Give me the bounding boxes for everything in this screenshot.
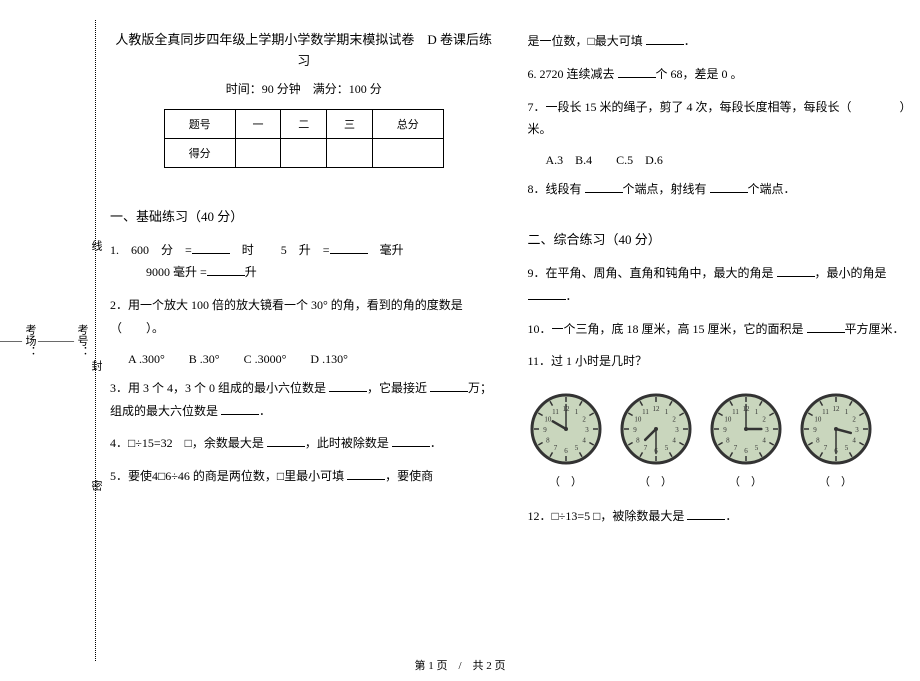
- svg-text:1: 1: [844, 408, 848, 416]
- section-1: 一、基础练习（40 分）: [110, 206, 498, 225]
- q10: 10．一个三角，底 18 厘米，高 15 厘米，它的面积是 平方厘米．: [528, 318, 916, 341]
- svg-text:1: 1: [754, 408, 758, 416]
- svg-text:8: 8: [726, 437, 730, 445]
- seal-xian: 线: [88, 240, 104, 251]
- svg-text:9: 9: [813, 426, 817, 434]
- page-content: 人教版全真同步四年级上学期小学数学期末模拟试卷 D 卷课后练习 时间：90 分钟…: [110, 30, 915, 651]
- svg-text:4: 4: [762, 437, 766, 445]
- th-num: 题号: [164, 109, 235, 138]
- q4: 4．□÷15=32 □，余数最大是 ，此时被除数是 ．: [110, 432, 498, 455]
- clock-face-icon: 121234567891011: [708, 391, 784, 467]
- q2-opts: A .300° B .30° C .3000° D .130°: [128, 350, 498, 367]
- binding-room: 考场：: [22, 324, 38, 357]
- seal-feng: 封: [88, 360, 104, 371]
- seal-mi: 密: [88, 480, 104, 491]
- svg-text:9: 9: [723, 426, 727, 434]
- q11: 11．过 1 小时是几时？: [528, 350, 916, 373]
- svg-text:11: 11: [552, 408, 559, 416]
- section-2: 二、综合练习（40 分）: [528, 229, 916, 248]
- right-column: 是一位数，□最大可填 ． 6. 2720 连续减去 个 68，差是 0 。 7．…: [528, 30, 916, 651]
- svg-text:10: 10: [724, 416, 732, 424]
- svg-text:11: 11: [642, 408, 649, 416]
- svg-text:11: 11: [732, 408, 739, 416]
- page-footer: 第 1 页 / 共 2 页: [0, 657, 920, 673]
- svg-text:10: 10: [544, 416, 552, 424]
- seal-line: [95, 20, 96, 661]
- svg-text:3: 3: [585, 426, 589, 434]
- svg-text:3: 3: [855, 426, 859, 434]
- q3: 3．用 3 个 4，3 个 0 组成的最小六位数是 ，它最接近 万；组成的最大六…: [110, 377, 498, 423]
- clock-row: 121234567891011 （ ） 121234567891011 （ ） …: [528, 391, 916, 489]
- q9: 9．在平角、周角、直角和钝角中，最大的角是 ，最小的角是．: [528, 262, 916, 308]
- svg-text:8: 8: [816, 437, 820, 445]
- svg-text:9: 9: [633, 426, 637, 434]
- q7-opts: A.3 B.4 C.5 D.6: [546, 151, 916, 168]
- clock-face-icon: 121234567891011: [618, 391, 694, 467]
- clock-2: 121234567891011 （ ）: [708, 391, 784, 489]
- th-total: 总分: [372, 109, 443, 138]
- q2: 2．用一个放大 100 倍的放大镜看一个 30° 的角，看到的角的度数是（ ）。: [110, 294, 498, 340]
- q12: 12．□÷13=5 □，被除数最大是 ．: [528, 505, 916, 528]
- tr-score: 得分: [164, 138, 235, 167]
- svg-text:12: 12: [652, 405, 660, 413]
- clock-1: 121234567891011 （ ）: [618, 391, 694, 489]
- svg-text:5: 5: [754, 444, 758, 452]
- clock-caption: （ ）: [528, 473, 604, 489]
- svg-text:11: 11: [822, 408, 829, 416]
- svg-text:7: 7: [733, 444, 737, 452]
- svg-text:2: 2: [852, 416, 856, 424]
- clock-3: 121234567891011 （ ）: [798, 391, 874, 489]
- th-3: 三: [327, 109, 373, 138]
- q5: 5．要使4□6÷46 的商是两位数，□里最小可填 ，要使商: [110, 465, 498, 488]
- svg-text:6: 6: [564, 447, 568, 455]
- svg-text:2: 2: [582, 416, 586, 424]
- svg-text:1: 1: [574, 408, 578, 416]
- svg-text:7: 7: [643, 444, 647, 452]
- svg-text:3: 3: [675, 426, 679, 434]
- q1: 1. 600 分 = 时 5 升 = 毫升 9000 毫升 =升: [110, 239, 498, 285]
- svg-text:6: 6: [744, 447, 748, 455]
- svg-text:5: 5: [574, 444, 578, 452]
- svg-text:8: 8: [636, 437, 640, 445]
- clock-face-icon: 121234567891011: [528, 391, 604, 467]
- svg-text:2: 2: [672, 416, 676, 424]
- th-2: 二: [281, 109, 327, 138]
- svg-text:5: 5: [844, 444, 848, 452]
- exam-title: 人教版全真同步四年级上学期小学数学期末模拟试卷 D 卷课后练习: [110, 30, 498, 72]
- clock-caption: （ ）: [708, 473, 784, 489]
- q6: 6. 2720 连续减去 个 68，差是 0 。: [528, 63, 916, 86]
- svg-text:4: 4: [852, 437, 856, 445]
- exam-timing: 时间：90 分钟 满分：100 分: [110, 80, 498, 97]
- q8: 8．线段有 个端点，射线有 个端点．: [528, 178, 916, 201]
- svg-text:3: 3: [765, 426, 769, 434]
- clock-face-icon: 121234567891011: [798, 391, 874, 467]
- svg-text:4: 4: [582, 437, 586, 445]
- th-1: 一: [235, 109, 281, 138]
- svg-text:10: 10: [634, 416, 642, 424]
- svg-text:10: 10: [814, 416, 822, 424]
- clock-caption: （ ）: [618, 473, 694, 489]
- score-table: 题号 一 二 三 总分 得分: [164, 109, 444, 168]
- q5-cont: 是一位数，□最大可填 ．: [528, 30, 916, 53]
- svg-text:12: 12: [832, 405, 840, 413]
- binding-id: 考号：: [74, 324, 90, 357]
- clock-0: 121234567891011 （ ）: [528, 391, 604, 489]
- binding-strip: 考号：——— 考场：——— 姓名：——— 班级：——— 学校：———: [60, 20, 90, 661]
- svg-text:2: 2: [762, 416, 766, 424]
- left-column: 人教版全真同步四年级上学期小学数学期末模拟试卷 D 卷课后练习 时间：90 分钟…: [110, 30, 498, 651]
- svg-text:8: 8: [546, 437, 550, 445]
- svg-text:7: 7: [823, 444, 827, 452]
- svg-text:7: 7: [553, 444, 557, 452]
- svg-text:1: 1: [664, 408, 668, 416]
- clock-caption: （ ）: [798, 473, 874, 489]
- svg-text:5: 5: [664, 444, 668, 452]
- svg-text:9: 9: [543, 426, 547, 434]
- svg-text:4: 4: [672, 437, 676, 445]
- q7: 7．一段长 15 米的绳子，剪了 4 次，每段长度相等，每段长（ ）米。: [528, 96, 916, 142]
